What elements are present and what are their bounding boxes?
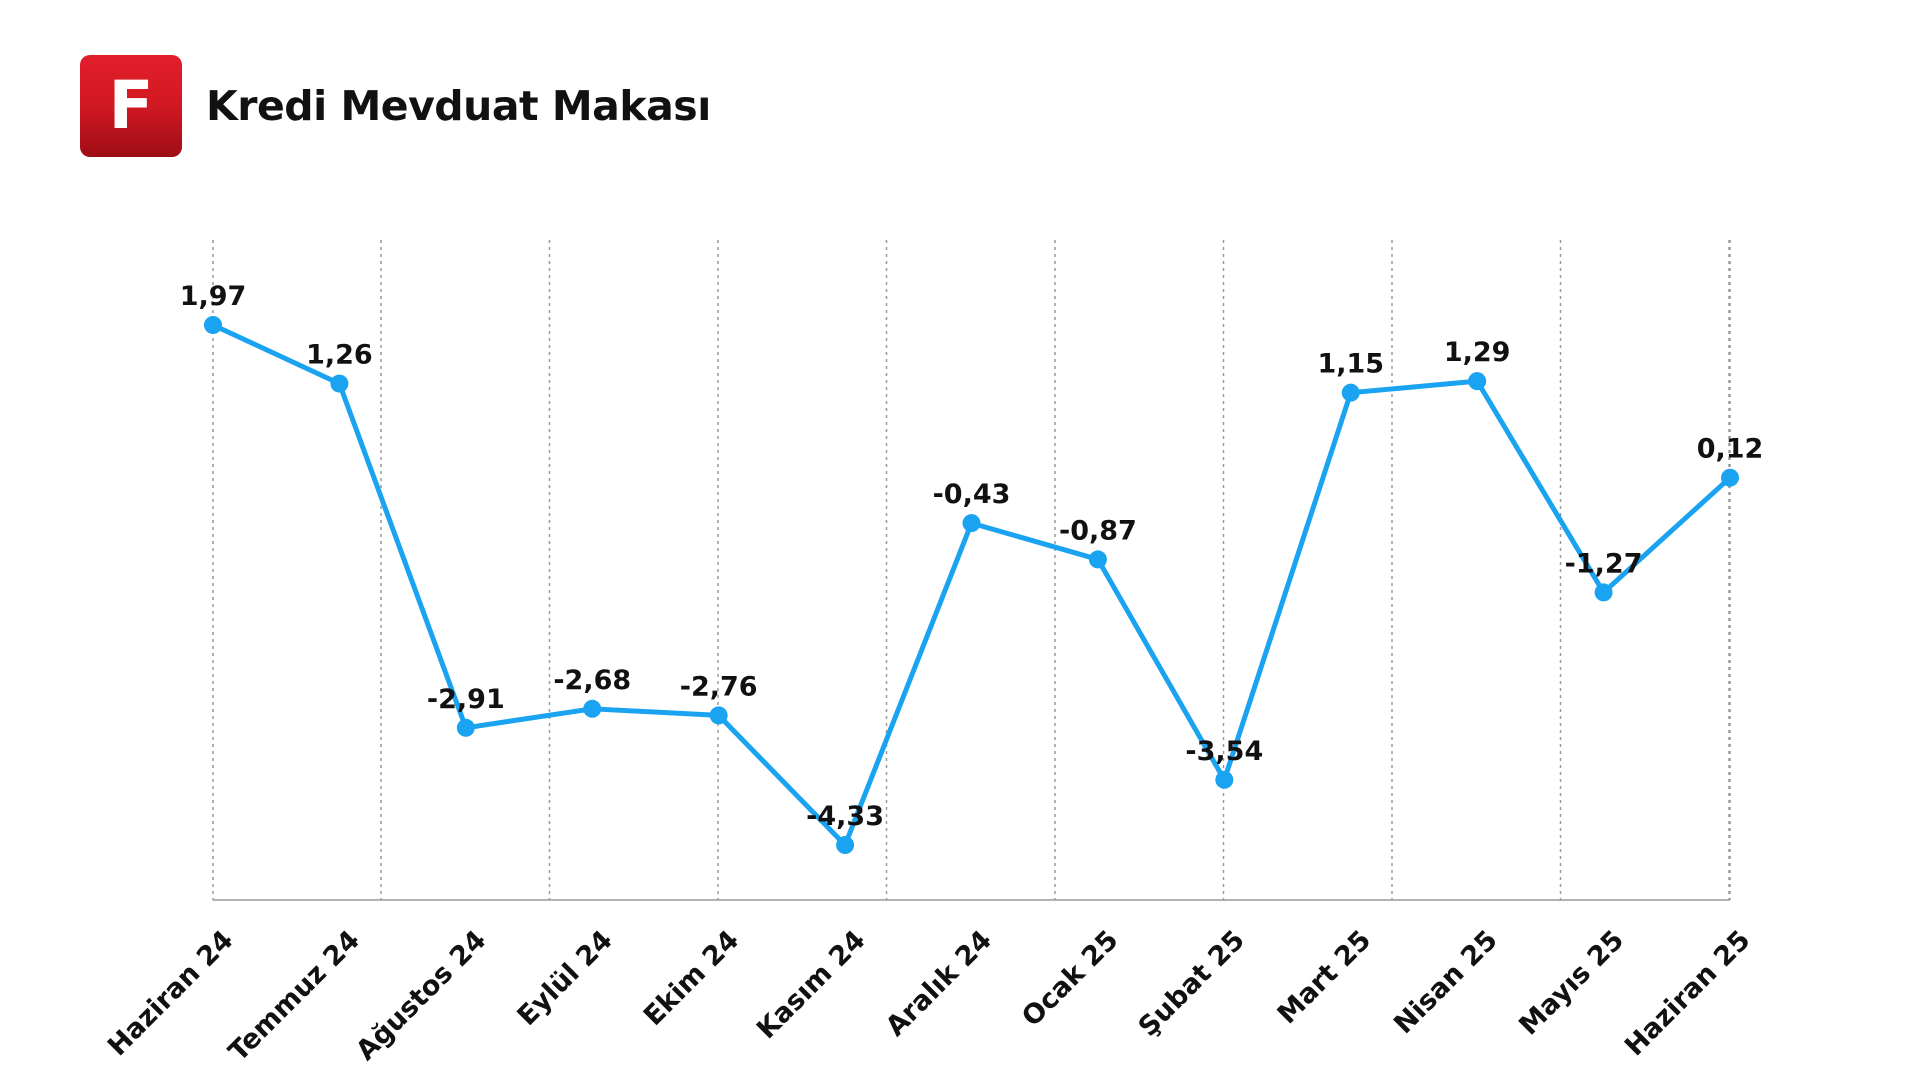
data-label: -2,68 bbox=[553, 665, 631, 696]
data-label: -3,54 bbox=[1185, 736, 1263, 767]
data-point bbox=[1468, 372, 1487, 391]
x-tick-label: Aralık 24 bbox=[880, 925, 998, 1043]
x-tick-label: Ekim 24 bbox=[638, 925, 745, 1032]
x-tick-label: Ocak 25 bbox=[1016, 925, 1124, 1033]
data-label: 0,12 bbox=[1697, 434, 1764, 465]
data-label: 1,97 bbox=[180, 281, 247, 312]
data-point bbox=[836, 836, 855, 854]
x-tick-label: Eylül 24 bbox=[511, 925, 618, 1032]
data-point bbox=[709, 706, 728, 725]
data-point bbox=[1721, 468, 1739, 487]
data-point bbox=[330, 374, 349, 393]
data-label: -0,87 bbox=[1059, 515, 1137, 546]
data-point bbox=[204, 316, 222, 334]
data-point bbox=[1215, 770, 1234, 789]
logo-letter: F bbox=[108, 67, 154, 144]
data-label: -0,43 bbox=[933, 479, 1011, 510]
gridlines bbox=[212, 240, 1731, 900]
x-tick-label: Ağustos 24 bbox=[350, 925, 492, 1067]
data-label: 1,26 bbox=[306, 340, 373, 371]
x-tick-label: Nisan 25 bbox=[1388, 925, 1504, 1041]
series-line bbox=[210, 322, 1733, 848]
data-point bbox=[962, 514, 981, 533]
x-tick-label: Temmuz 24 bbox=[223, 925, 366, 1068]
data-point bbox=[1594, 583, 1613, 602]
data-point bbox=[456, 718, 475, 737]
data-label: 1,15 bbox=[1317, 349, 1384, 380]
data-label: -1,27 bbox=[1565, 548, 1643, 579]
data-label: -2,76 bbox=[680, 671, 758, 702]
logo: F bbox=[80, 55, 182, 157]
chart-title: Kredi Mevduat Makası bbox=[206, 82, 711, 130]
data-point bbox=[583, 699, 602, 718]
x-tick-label: Haziran 24 bbox=[102, 925, 240, 1063]
x-tick-label: Mart 25 bbox=[1272, 925, 1378, 1031]
x-tick-label: Haziran 25 bbox=[1619, 925, 1757, 1063]
data-label: -4,33 bbox=[806, 801, 884, 832]
data-point bbox=[1088, 550, 1107, 569]
x-tick-label: Kasım 24 bbox=[751, 925, 872, 1046]
data-label: -2,91 bbox=[427, 684, 505, 715]
x-tick-label: Mayıs 25 bbox=[1513, 925, 1630, 1042]
data-label: 1,29 bbox=[1444, 337, 1511, 368]
data-point bbox=[1341, 383, 1360, 402]
x-tick-label: Şubat 25 bbox=[1133, 925, 1251, 1043]
